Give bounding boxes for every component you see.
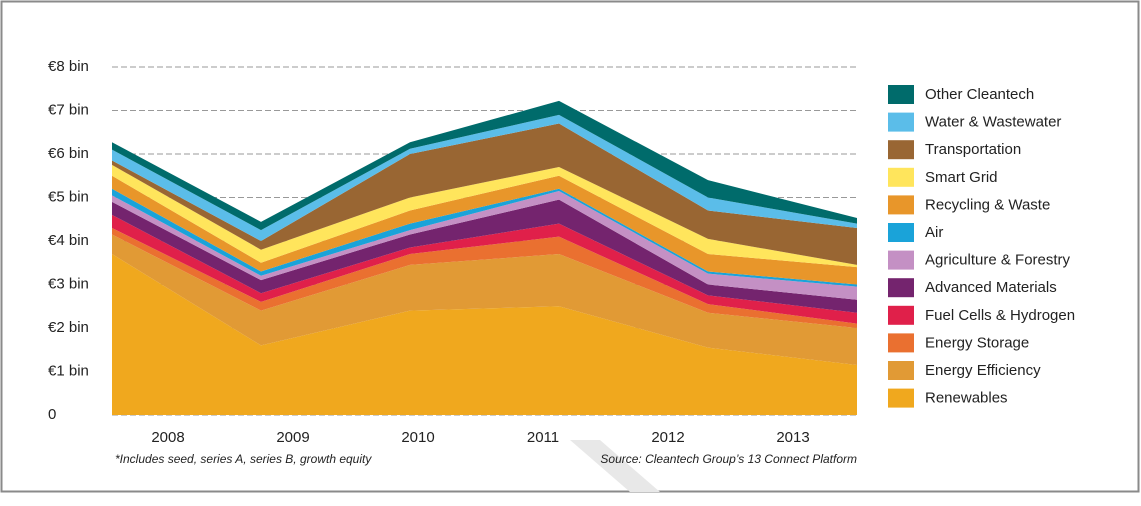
legend-swatch <box>888 140 914 160</box>
legend-swatch <box>888 167 914 187</box>
area <box>112 214 857 324</box>
y-tick-label: €8 bin <box>48 58 89 75</box>
legend-swatch <box>888 112 914 132</box>
legend-swatch <box>888 388 914 408</box>
legend-label: Water & Wastewater <box>925 114 1061 131</box>
x-tick-label: 2008 <box>151 429 184 446</box>
axis: 0 €1 bin €2 bin €3 bin €4 bin €5 bin €6 bin €7 … <box>48 58 810 446</box>
note: *Includes seed, series A, series B, grow… <box>115 452 372 466</box>
y-tick-label: €4 bin <box>48 232 89 249</box>
legend-label: Transportation <box>925 141 1021 158</box>
legend: Other Cleantech Water & Wastewater Transpo… <box>888 85 1075 408</box>
legend-label: Other Cleantech <box>925 86 1034 103</box>
area <box>112 227 857 328</box>
y-tick-label: €5 bin <box>48 188 89 205</box>
x-tick-label: 2011 <box>527 429 559 446</box>
legend-swatch <box>888 195 914 215</box>
legend-swatch <box>888 333 914 353</box>
legend-label: Smart Grid <box>925 169 998 186</box>
y-tick-label: €2 bin <box>48 319 89 336</box>
legend-label: Advanced Materials <box>925 279 1057 296</box>
y-tick-label: €1 bin <box>48 362 89 379</box>
area <box>112 164 857 268</box>
y-tick-label: €7 bin <box>48 101 89 118</box>
area <box>112 199 857 313</box>
x-tick-label: 2012 <box>651 429 684 446</box>
y-tick-label: €3 bin <box>48 275 89 292</box>
legend-label: Energy Storage <box>925 334 1029 351</box>
legend-swatch <box>888 278 914 298</box>
area <box>112 100 857 231</box>
area <box>112 190 857 300</box>
legend-label: Agriculture & Forestry <box>925 252 1071 269</box>
legend-label: Recycling & Waste <box>925 196 1050 213</box>
source: Source: Cleantech Group’s 13 Connect Pla… <box>600 452 857 466</box>
legend-label: Energy Efficiency <box>925 362 1041 379</box>
legend-swatch <box>888 85 914 104</box>
area <box>112 254 857 415</box>
legend-label: Renewables <box>925 390 1008 407</box>
legend-swatch <box>888 305 914 325</box>
area <box>112 234 857 365</box>
legend-swatch <box>888 250 914 270</box>
area <box>112 123 857 265</box>
y-tick-label: 0 <box>48 406 56 423</box>
legend-swatch <box>888 223 914 242</box>
legend-swatch <box>888 361 914 380</box>
area <box>112 175 857 285</box>
watermark-stroke <box>570 440 660 492</box>
legend-label: Air <box>925 224 943 241</box>
legend-label: Fuel Cells & Hydrogen <box>925 307 1075 324</box>
y-tick-label: €6 bin <box>48 145 89 162</box>
x-tick-label: 2013 <box>776 429 809 446</box>
x-tick-label: 2009 <box>276 429 309 446</box>
x-tick-label: 2010 <box>401 429 434 446</box>
areas <box>112 100 857 415</box>
area <box>112 188 857 287</box>
